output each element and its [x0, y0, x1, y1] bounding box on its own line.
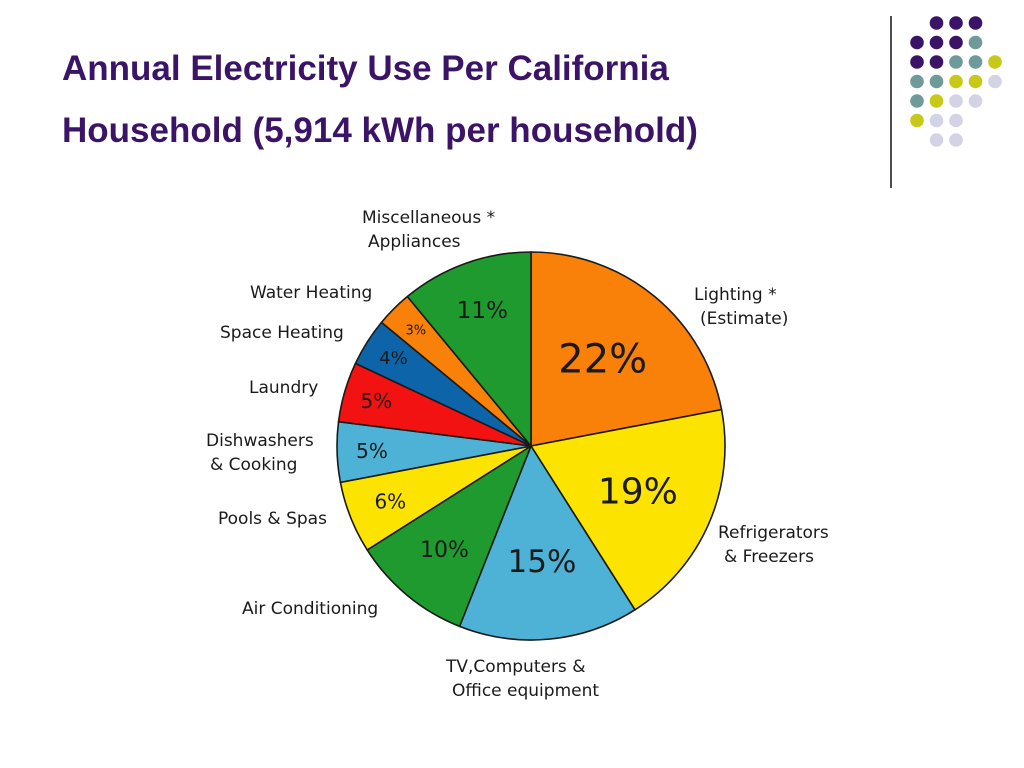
decorative-dot	[910, 94, 924, 108]
decorative-dot	[968, 16, 983, 30]
decorative-dot	[968, 35, 983, 50]
decorative-dot	[929, 74, 944, 89]
pie-slice	[406, 251, 532, 447]
slide-title: Annual Electricity Use Per California Ho…	[62, 38, 862, 162]
decorative-dot	[929, 113, 944, 128]
slice-category-label: Miscellaneous * Appliances	[362, 208, 495, 252]
slice-value-label: 22%	[558, 336, 647, 382]
decorative-dot	[988, 74, 1002, 89]
decorative-dot	[910, 55, 924, 69]
decorative-dot	[949, 16, 963, 30]
decorative-dot	[949, 35, 963, 50]
slice-value-label: 4%	[379, 348, 408, 369]
title-line-1: Annual Electricity Use Per California	[62, 49, 669, 88]
decorative-dot	[949, 74, 963, 89]
decorative-dot	[929, 16, 944, 30]
title-divider	[890, 16, 892, 188]
slice-category-label: Water Heating	[250, 283, 372, 303]
decorative-dot	[949, 94, 963, 108]
decorative-dot	[929, 55, 944, 69]
decorative-dot	[949, 133, 963, 147]
slice-value-label: 3%	[405, 323, 426, 338]
slice-value-label: 6%	[374, 490, 406, 514]
pie-slice	[366, 445, 532, 628]
decorative-dot	[929, 133, 944, 147]
decorative-dot	[968, 55, 983, 69]
decorative-dot	[949, 113, 963, 128]
slice-value-label: 5%	[361, 389, 393, 413]
slice-category-label: Dishwashers & Cooking	[206, 431, 314, 475]
decorative-dot	[968, 74, 983, 89]
slice-category-label: Refrigerators & Freezers	[718, 523, 829, 567]
slice-category-label: Laundry	[249, 378, 318, 398]
slice-value-label: 10%	[420, 538, 469, 563]
slice-value-label: 5%	[356, 439, 388, 463]
decorative-dot	[910, 35, 924, 50]
decorative-dot	[910, 74, 924, 89]
slice-value-label: 11%	[457, 298, 508, 324]
decorative-dot	[968, 94, 983, 108]
decorative-dot	[929, 94, 944, 108]
decorative-dot	[929, 35, 944, 50]
slice-category-label: Air Conditioning	[242, 599, 378, 619]
slice-value-label: 19%	[598, 472, 678, 513]
title-line-2: Household (5,914 kWh per household)	[62, 111, 698, 150]
slice-category-label: Space Heating	[220, 323, 344, 343]
decorative-dot	[910, 113, 924, 128]
pie-slice	[530, 251, 723, 447]
decorative-dot	[949, 55, 963, 69]
decorative-dot-grid	[910, 16, 1002, 147]
pie-slice	[530, 408, 726, 611]
slice-category-label: Pools & Spas	[218, 509, 327, 529]
decorative-dot	[988, 55, 1002, 69]
slice-value-label: 15%	[508, 544, 577, 580]
slice-category-label: TV,Computers & Office equipment	[445, 657, 599, 701]
pie-slice	[458, 445, 636, 641]
slice-category-label: Lighting * (Estimate)	[694, 285, 788, 329]
